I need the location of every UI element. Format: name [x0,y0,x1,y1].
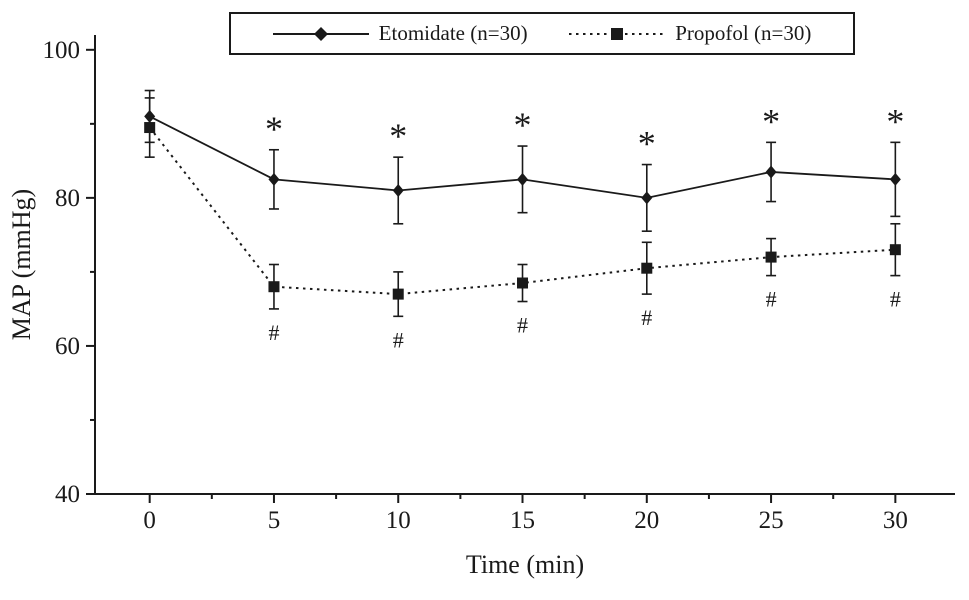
diamond-marker-icon [313,26,328,41]
y-tick-label: 100 [43,37,81,64]
legend-label-etomidate: Etomidate (n=30) [378,21,528,45]
diamond-marker [392,183,404,197]
x-tick-label: 10 [386,507,411,534]
significance-star: * [265,109,283,149]
significance-hash: # [393,327,404,352]
x-tick-label: 30 [883,507,908,534]
significance-star: * [886,101,904,141]
diamond-marker [517,172,529,186]
x-tick-label: 15 [510,507,535,534]
square-marker [889,244,901,256]
series-propofol: # # # # # # [144,97,901,352]
x-tick-label: 25 [759,507,784,534]
significance-star: * [762,101,780,141]
y-tick-label: 80 [55,185,80,212]
diamond-marker [765,165,777,179]
x-tick-label: 5 [268,507,281,534]
square-marker [517,277,529,289]
legend-item-etomidate: Etomidate (n=30) [272,21,528,46]
x-axis-label: Time (min) [466,550,584,579]
significance-star: * [514,105,532,145]
x-tick-label: 0 [143,507,156,534]
square-marker [641,262,653,274]
diamond-marker [268,172,280,186]
etomidate-line-swatch [272,26,369,41]
legend-label-propofol: Propofol (n=30) [675,21,812,45]
y-axis-label: MAP (mmHg) [7,189,36,340]
diamond-marker [641,191,653,205]
significance-hash: # [517,313,528,338]
significance-star: * [389,116,407,156]
significance-star: * [638,124,656,164]
significance-hash: # [641,305,652,330]
series-etomidate: * * * * * * [144,89,904,232]
significance-hash: # [268,320,279,345]
square-marker [268,281,280,293]
significance-hash: # [890,287,901,312]
propofol-line-swatch [569,27,666,40]
square-marker [765,251,777,263]
square-marker-icon [611,27,624,40]
y-tick-label: 60 [55,333,80,360]
diamond-marker [889,172,901,186]
x-tick-label: 20 [634,507,659,534]
square-marker [144,122,156,134]
legend: Etomidate (n=30) Propofol (n=30) [229,12,855,55]
square-marker [392,288,404,300]
legend-item-propofol: Propofol (n=30) [569,21,811,46]
significance-hash: # [766,287,777,312]
y-tick-label: 40 [55,481,80,508]
